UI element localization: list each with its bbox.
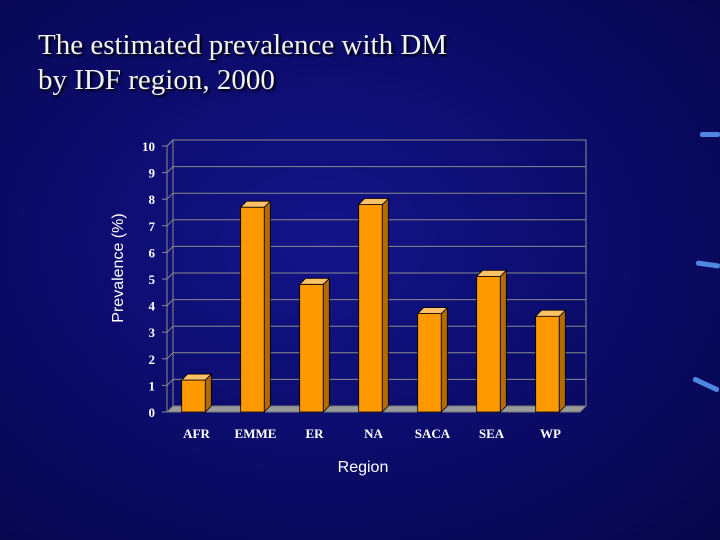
bar-front	[181, 379, 206, 413]
y-tick-label: 0	[149, 405, 156, 420]
gridline	[166, 378, 586, 386]
x-category-label: SEA	[479, 426, 505, 441]
bar-wp	[534, 309, 567, 413]
bar-top	[416, 307, 449, 314]
title-line-2: by IDF region, 2000	[38, 64, 275, 96]
x-category-label: NA	[364, 426, 383, 441]
bar-na	[357, 197, 390, 413]
decorative-accent	[700, 132, 720, 137]
bar-side	[204, 373, 212, 413]
bar-front	[358, 204, 383, 413]
bar-afr	[180, 373, 213, 413]
bars	[180, 197, 567, 413]
bar-top	[180, 373, 213, 381]
bar-top	[298, 277, 331, 285]
bar-front	[535, 315, 560, 413]
bar-front	[299, 283, 324, 413]
bar-front	[476, 275, 501, 413]
slide-title: The estimated prevalence with DM by IDF …	[38, 28, 447, 98]
bar-side	[440, 306, 448, 413]
y-tick-label: 8	[149, 192, 156, 207]
y-tick-label: 3	[149, 325, 156, 340]
gridline	[166, 352, 586, 360]
bar-sea	[475, 269, 508, 413]
y-tick-label: 7	[149, 219, 156, 234]
bar-side	[558, 309, 566, 413]
bar-side	[263, 200, 271, 413]
gridlines	[166, 139, 586, 386]
bar-er	[298, 277, 331, 413]
bar-emme	[239, 200, 272, 413]
y-tick-label: 5	[149, 272, 156, 287]
bar-side	[381, 197, 389, 413]
y-tick-label: 1	[149, 378, 156, 393]
y-tick-label: 2	[149, 352, 156, 367]
x-category-label: AFR	[183, 426, 210, 441]
title-line-1: The estimated prevalence with DM	[38, 29, 448, 61]
x-category-label: EMME	[235, 426, 277, 441]
gridline	[166, 299, 586, 306]
y-tick-label: 10	[142, 139, 155, 154]
x-category-label: ER	[305, 426, 324, 441]
gridline	[166, 245, 586, 253]
gridline	[166, 139, 586, 147]
bar-top	[534, 309, 567, 317]
gridline	[166, 325, 586, 333]
bar-front	[417, 313, 442, 413]
gridline	[166, 192, 586, 200]
x-category-label: SACA	[415, 426, 451, 441]
y-axis-ticks: 0 1 2 3 4 5 6 7 8 9 10	[142, 139, 167, 420]
x-axis-title: Region	[338, 459, 389, 476]
y-axis-title: Prevalence (%)	[110, 213, 127, 322]
gridline	[166, 219, 586, 227]
gridline	[166, 272, 586, 280]
x-axis-labels: AFR EMME ER NA SACA SEA WP	[183, 426, 561, 441]
bar-top	[239, 200, 272, 208]
x-category-label: WP	[540, 426, 561, 441]
y-tick-label: 6	[149, 245, 156, 260]
bar-top	[357, 198, 390, 205]
bar-side	[499, 269, 507, 413]
bar-front	[240, 206, 265, 413]
y-tick-label: 4	[149, 299, 156, 314]
gridline	[166, 166, 586, 173]
bar-side	[322, 277, 330, 413]
bar-saca	[416, 306, 449, 413]
bar-top	[475, 269, 508, 277]
y-tick-label: 9	[149, 166, 156, 181]
